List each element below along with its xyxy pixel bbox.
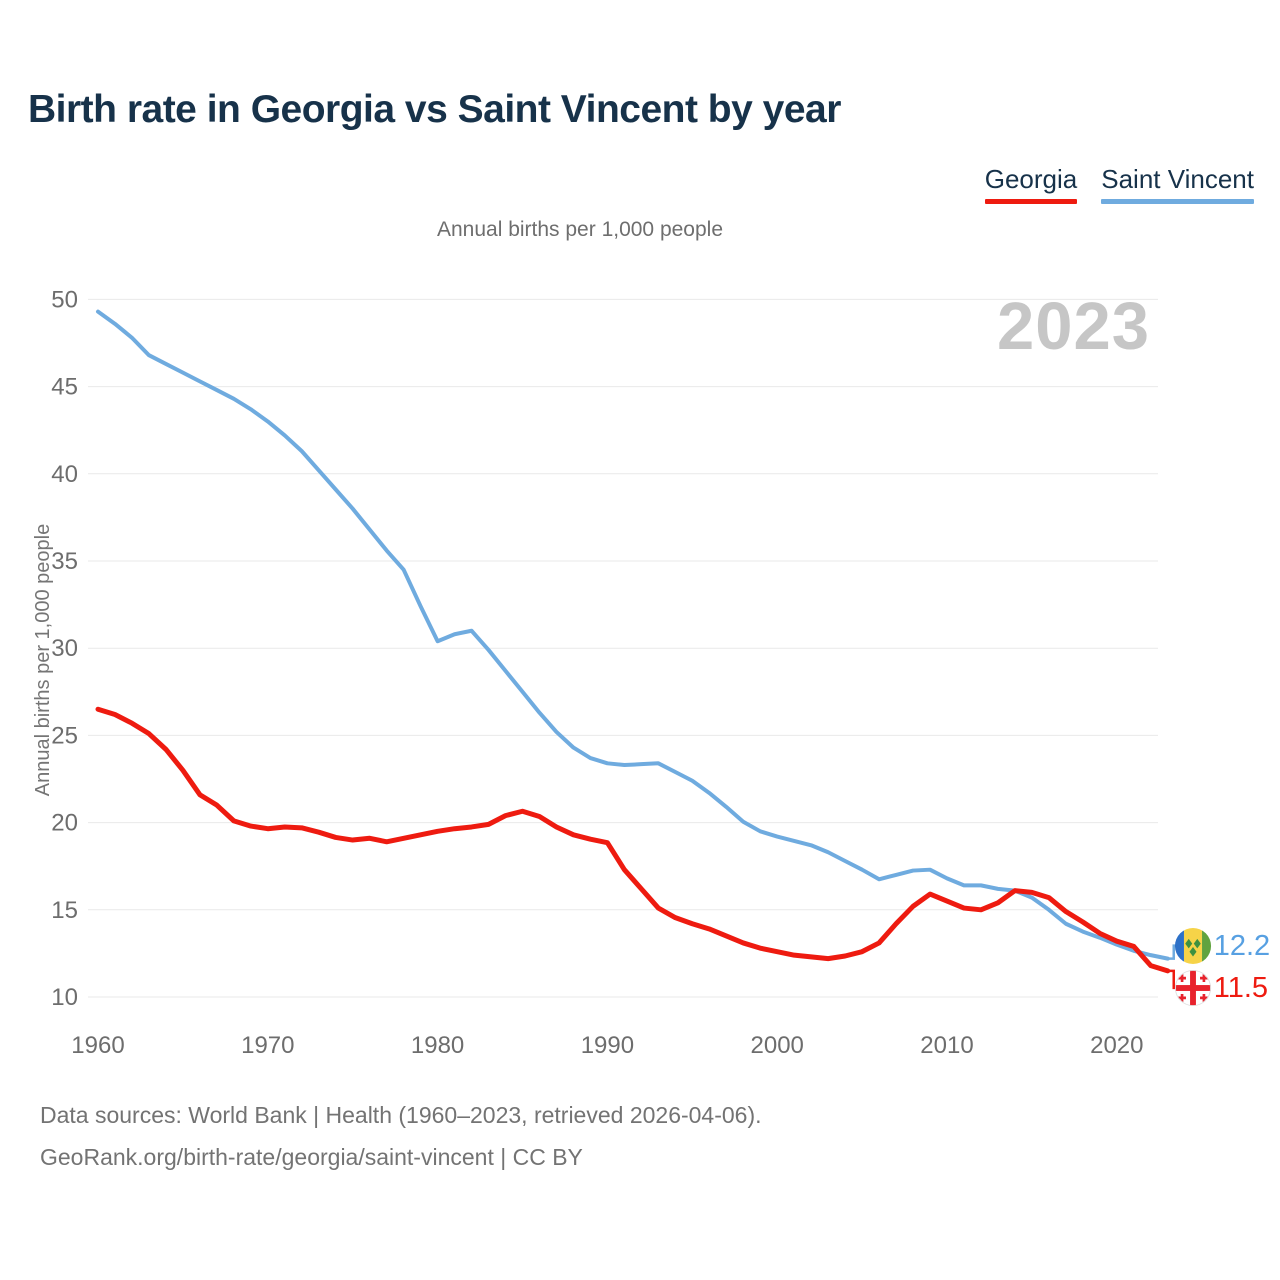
y-tick-label: 40 bbox=[51, 461, 78, 488]
page-title: Birth rate in Georgia vs Saint Vincent b… bbox=[28, 88, 841, 131]
georgia-flag-icon bbox=[1174, 969, 1212, 1007]
y-tick-label: 45 bbox=[51, 374, 78, 401]
legend-swatch-georgia bbox=[984, 199, 1078, 204]
legend-item-saint-vincent[interactable]: Saint Vincent bbox=[1101, 164, 1254, 204]
x-tick-label: 2000 bbox=[751, 1032, 804, 1059]
footer-data-sources: Data sources: World Bank | Health (1960–… bbox=[40, 1102, 762, 1128]
x-tick-label: 2020 bbox=[1090, 1032, 1143, 1059]
y-tick-label: 15 bbox=[51, 897, 78, 924]
legend-label-georgia: Georgia bbox=[984, 164, 1078, 194]
georgia-line[interactable] bbox=[95, 706, 1171, 974]
x-tick-label: 1990 bbox=[581, 1032, 634, 1059]
x-tick-label: 1970 bbox=[241, 1032, 294, 1059]
legend: Georgia Saint Vincent bbox=[984, 164, 1254, 204]
saint-vincent-flag-icon bbox=[1174, 927, 1212, 965]
legend-swatch-saint-vincent bbox=[1101, 199, 1254, 204]
footer-attribution: GeoRank.org/birth-rate/georgia/saint-vin… bbox=[40, 1144, 583, 1170]
y-tick-label: 10 bbox=[51, 984, 78, 1011]
x-tick-label: 1960 bbox=[71, 1032, 124, 1059]
legend-label-saint-vincent: Saint Vincent bbox=[1101, 164, 1254, 194]
x-tick-label: 2010 bbox=[920, 1032, 973, 1059]
y-tick-label: 50 bbox=[51, 286, 78, 313]
chart-subtitle: Annual births per 1,000 people bbox=[436, 218, 724, 241]
saint-vincent-end-value: 12.2 bbox=[1213, 929, 1271, 962]
x-tick-label: 1980 bbox=[411, 1032, 464, 1059]
saint-vincent-line[interactable] bbox=[96, 309, 1170, 961]
legend-item-georgia[interactable]: Georgia bbox=[984, 164, 1078, 204]
y-tick-label: 25 bbox=[51, 722, 78, 749]
y-tick-label: 20 bbox=[51, 810, 78, 837]
y-tick-label: 30 bbox=[51, 635, 78, 662]
watermark-year: 2023 bbox=[996, 289, 1150, 364]
y-tick-label: 35 bbox=[51, 548, 78, 575]
georgia-end-value: 11.5 bbox=[1213, 971, 1269, 1004]
